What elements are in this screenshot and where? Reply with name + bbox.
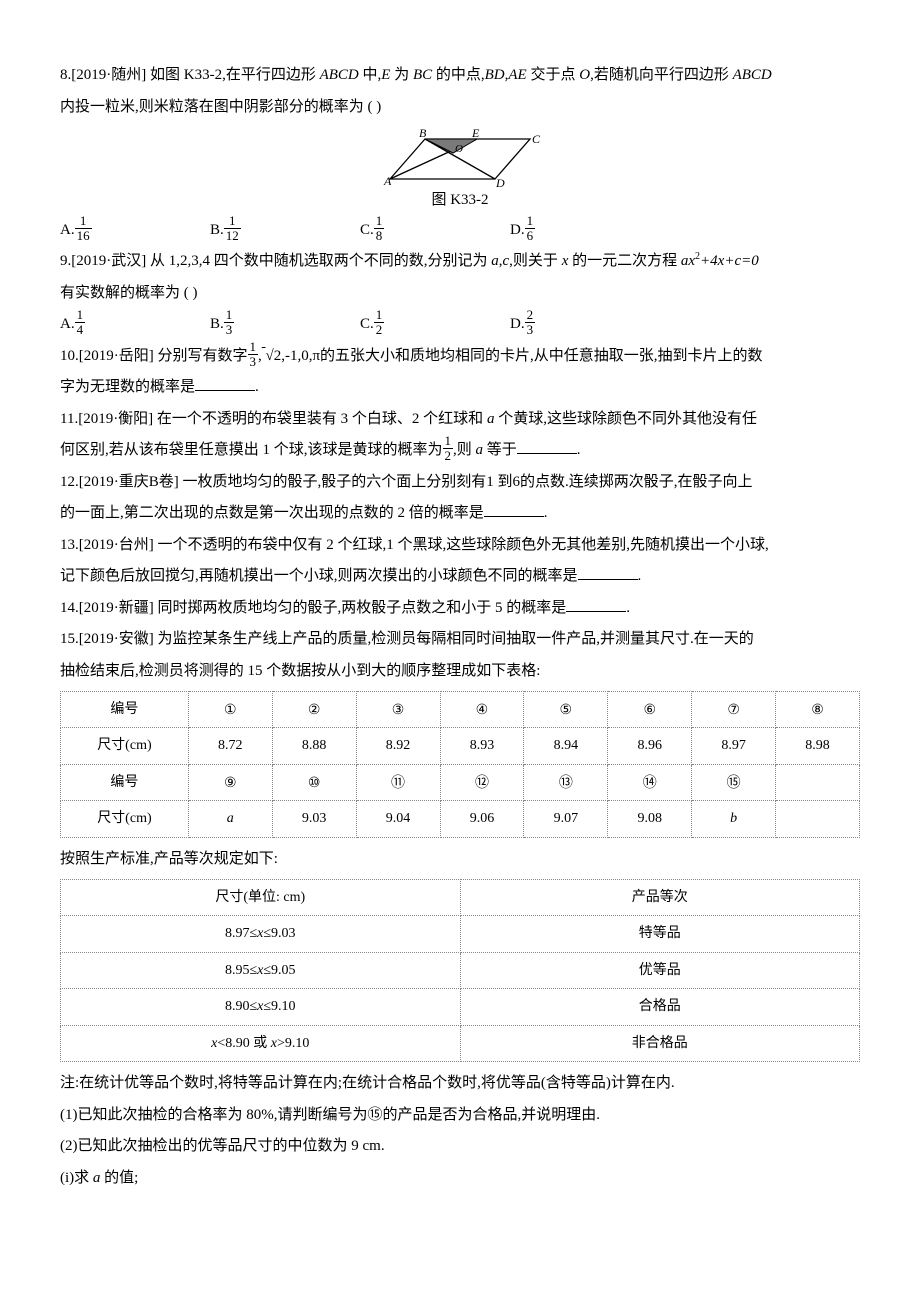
q8-option-a: A.116 <box>60 215 210 247</box>
table-row: 8.95≤x≤9.05 优等品 <box>61 952 860 988</box>
question-12: 12.[2019·重庆B卷] 一枚质地均匀的骰子,骰子的六个面上分别刻有1 到6… <box>60 467 860 499</box>
q8-line2: 内投一粒米,则米粒落在图中阴影部分的概率为 ( ) <box>60 92 860 124</box>
table-row: 尺寸(cm) a 9.03 9.04 9.06 9.07 9.08 b <box>61 801 860 837</box>
q9-option-b: B.13 <box>210 309 360 341</box>
q11-line2: 何区别,若从该布袋里任意摸出 1 个球,该球是黄球的概率为12,则 a 等于. <box>60 435 860 467</box>
question-13: 13.[2019·台州] 一个不透明的布袋中仅有 2 个红球,1 个黑球,这些球… <box>60 530 860 562</box>
q8-text: 8.[2019·随州] 如图 K33-2,在平行四边形 <box>60 67 316 83</box>
svg-text:E: E <box>471 129 480 140</box>
blank-input <box>195 375 255 391</box>
svg-text:O: O <box>455 143 463 155</box>
q12-line2: 的一面上,第二次出现的点数是第一次出现的点数的 2 倍的概率是. <box>60 498 860 530</box>
table-row: 8.90≤x≤9.10 合格品 <box>61 989 860 1025</box>
question-11: 11.[2019·衡阳] 在一个不透明的布袋里装有 3 个白球、2 个红球和 a… <box>60 404 860 436</box>
q15-sub2i: (i)求 a 的值; <box>60 1163 860 1195</box>
q8-option-d: D.16 <box>510 215 660 247</box>
svg-text:D: D <box>495 176 505 189</box>
question-10: 10.[2019·岳阳] 分别写有数字13, √2,-1,0,π的五张大小和质地… <box>60 341 860 373</box>
table-row: 编号 ⑨ ⑩ ⑪ ⑫ ⑬ ⑭ ⑮ <box>61 764 860 800</box>
blank-input <box>566 596 626 612</box>
q10-line2: 字为无理数的概率是. <box>60 372 860 404</box>
q9-option-a: A.14 <box>60 309 210 341</box>
question-8: 8.[2019·随州] 如图 K33-2,在平行四边形 ABCD 中,E 为 B… <box>60 60 860 92</box>
question-9: 9.[2019·武汉] 从 1,2,3,4 四个数中随机选取两个不同的数,分别记… <box>60 246 860 278</box>
q9-line2: 有实数解的概率为 ( ) <box>60 278 860 310</box>
svg-text:C: C <box>532 132 541 146</box>
q15-sub1: (1)已知此次抽检的合格率为 80%,请判断编号为⑮的产品是否为合格品,并说明理… <box>60 1100 860 1132</box>
svg-text:B: B <box>419 129 427 140</box>
table-row: 8.97≤x≤9.03 特等品 <box>61 916 860 952</box>
figure-caption: 图 K33-2 <box>60 191 860 211</box>
q15-sub2: (2)已知此次抽检出的优等品尺寸的中位数为 9 cm. <box>60 1131 860 1163</box>
blank-input <box>517 438 577 454</box>
q13-line2: 记下颜色后放回搅匀,再随机摸出一个小球,则两次摸出的小球颜色不同的概率是. <box>60 561 860 593</box>
q9-option-c: C.12 <box>360 309 510 341</box>
q9-options: A.14 B.13 C.12 D.23 <box>60 309 860 341</box>
figure-k33-2: A B E C D O 图 K33-2 <box>60 129 860 211</box>
q8-option-c: C.18 <box>360 215 510 247</box>
table-row: x<8.90 或 x>9.10 非合格品 <box>61 1025 860 1061</box>
table-row: 尺寸(cm) 8.72 8.88 8.92 8.93 8.94 8.96 8.9… <box>61 728 860 764</box>
q15-note: 注:在统计优等品个数时,将特等品计算在内;在统计合格品个数时,将优等品(含特等品… <box>60 1068 860 1100</box>
q8-options: A.116 B.112 C.18 D.16 <box>60 215 860 247</box>
question-15: 15.[2019·安徽] 为监控某条生产线上产品的质量,检测员每隔相同时间抽取一… <box>60 624 860 656</box>
question-14: 14.[2019·新疆] 同时掷两枚质地均匀的骰子,两枚骰子点数之和小于 5 的… <box>60 593 860 625</box>
table-grades: 尺寸(单位: cm) 产品等次 8.97≤x≤9.03 特等品 8.95≤x≤9… <box>60 879 860 1062</box>
q9-option-d: D.23 <box>510 309 660 341</box>
table-row: 尺寸(单位: cm) 产品等次 <box>61 880 860 916</box>
blank-input <box>578 564 638 580</box>
blank-input <box>484 501 544 517</box>
q15-line2: 抽检结束后,检测员将测得的 15 个数据按从小到大的顺序整理成如下表格: <box>60 656 860 688</box>
svg-text:A: A <box>383 174 392 188</box>
parallelogram-svg: A B E C D O <box>370 129 550 189</box>
table-row: 编号 ① ② ③ ④ ⑤ ⑥ ⑦ ⑧ <box>61 692 860 728</box>
q15-mid: 按照生产标准,产品等次规定如下: <box>60 844 860 876</box>
q8-option-b: B.112 <box>210 215 360 247</box>
q8-abcd: ABCD <box>316 67 363 83</box>
table-dimensions-1: 编号 ① ② ③ ④ ⑤ ⑥ ⑦ ⑧ 尺寸(cm) 8.72 8.88 8.92… <box>60 691 860 838</box>
